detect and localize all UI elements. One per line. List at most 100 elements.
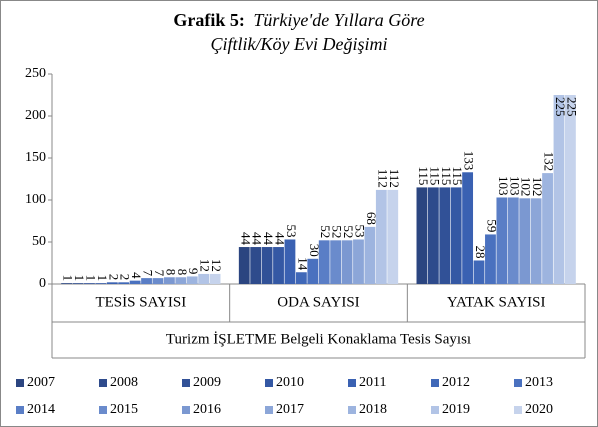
bar	[106, 282, 118, 284]
bar	[530, 198, 542, 284]
legend-label: 2019	[442, 402, 470, 417]
legend-swatch	[265, 379, 273, 387]
bar	[341, 240, 353, 284]
bar	[507, 197, 519, 284]
chart-subtitle: Çiftlik/Köy Evi Değişimi	[211, 34, 388, 54]
data-label: 102	[519, 177, 534, 197]
x-axis-label: Turizm İŞLETME Belgeli Konaklama Tesis S…	[166, 331, 471, 347]
data-label: 9	[186, 268, 201, 275]
bar	[416, 187, 428, 284]
data-label: 52	[318, 225, 333, 238]
bar	[485, 234, 496, 284]
data-label: 53	[284, 224, 299, 237]
legend-swatch	[182, 406, 190, 414]
chart-title-group: Grafik 5: Türkiye'de Yıllara Göre	[173, 10, 424, 30]
data-label: 12	[198, 259, 213, 272]
bar	[61, 283, 73, 284]
bar	[186, 276, 198, 284]
bar	[273, 247, 284, 284]
legend-label: 2010	[276, 375, 304, 390]
bar	[496, 197, 508, 284]
data-label: 115	[416, 166, 431, 185]
legend-swatch	[16, 406, 24, 414]
bar	[118, 282, 130, 284]
data-label: 115	[427, 166, 442, 185]
data-label: 2	[106, 274, 121, 281]
chart-subtitle: Türkiye'de Yıllara Göre	[253, 10, 424, 30]
x-tick-label: TESİS SAYISI	[95, 294, 186, 310]
data-label: 28	[473, 245, 488, 258]
data-label: 103	[496, 176, 511, 196]
legend-label: 2011	[359, 375, 386, 390]
y-tick-label: 200	[25, 108, 46, 123]
legend-swatch	[431, 406, 439, 414]
bar	[141, 278, 152, 284]
legend-swatch	[514, 406, 522, 414]
y-tick-label: 100	[25, 192, 46, 207]
legend-swatch	[348, 379, 356, 387]
bar	[295, 272, 307, 284]
data-label: 102	[530, 177, 545, 197]
bar	[284, 239, 296, 284]
data-label: 1	[83, 275, 98, 282]
data-label: 44	[261, 232, 276, 246]
data-label: 44	[250, 232, 265, 246]
legend-swatch	[431, 379, 439, 387]
bar	[450, 187, 462, 284]
bar	[364, 226, 376, 284]
data-label: 44	[273, 232, 288, 246]
legend-label: 2018	[359, 402, 387, 417]
data-label: 225	[553, 97, 568, 117]
data-label: 7	[152, 270, 167, 277]
legend-swatch	[99, 379, 107, 387]
data-label: 1	[61, 275, 76, 282]
bar	[427, 187, 439, 284]
x-tick-label: YATAK SAYISI	[447, 294, 546, 310]
legend-swatch	[514, 379, 522, 387]
bar	[462, 172, 474, 284]
data-label: 8	[175, 269, 190, 276]
data-label: 115	[450, 166, 465, 185]
data-label: 1	[95, 275, 110, 282]
bar	[353, 239, 364, 284]
legend-label: 2012	[442, 375, 470, 390]
bar	[84, 283, 95, 284]
legend-swatch	[265, 406, 273, 414]
data-label: 2	[118, 274, 133, 281]
y-tick-label: 250	[25, 66, 46, 81]
legend-label: 2008	[110, 375, 138, 390]
data-label: 112	[387, 169, 402, 188]
data-label: 44	[238, 232, 253, 246]
legend-swatch	[348, 406, 356, 414]
bar	[72, 283, 84, 284]
legend-label: 2016	[193, 402, 221, 417]
bar	[261, 247, 273, 284]
bar	[542, 173, 553, 284]
data-label: 68	[364, 212, 379, 225]
data-label: 30	[307, 244, 322, 257]
bar	[198, 273, 210, 284]
legend-label: 2020	[525, 402, 553, 417]
data-label: 1	[72, 275, 87, 282]
data-label: 14	[295, 257, 310, 271]
bar	[318, 240, 330, 284]
legend-label: 2013	[525, 375, 553, 390]
legend-label: 2009	[193, 375, 221, 390]
bar	[152, 278, 164, 284]
data-label: 115	[439, 166, 454, 185]
bar	[209, 273, 221, 284]
legend-swatch	[99, 406, 107, 414]
bar	[163, 277, 175, 284]
bar	[238, 247, 250, 284]
bar	[564, 95, 576, 284]
legend-swatch	[16, 379, 24, 387]
data-label: 7	[141, 270, 156, 277]
bar	[387, 189, 399, 284]
y-tick-label: 0	[39, 276, 46, 291]
legend-label: 2017	[276, 402, 304, 417]
data-label: 112	[375, 169, 390, 188]
data-label: 12	[209, 259, 224, 272]
data-label: 133	[462, 151, 477, 171]
bar	[330, 240, 342, 284]
data-label: 225	[564, 97, 579, 117]
